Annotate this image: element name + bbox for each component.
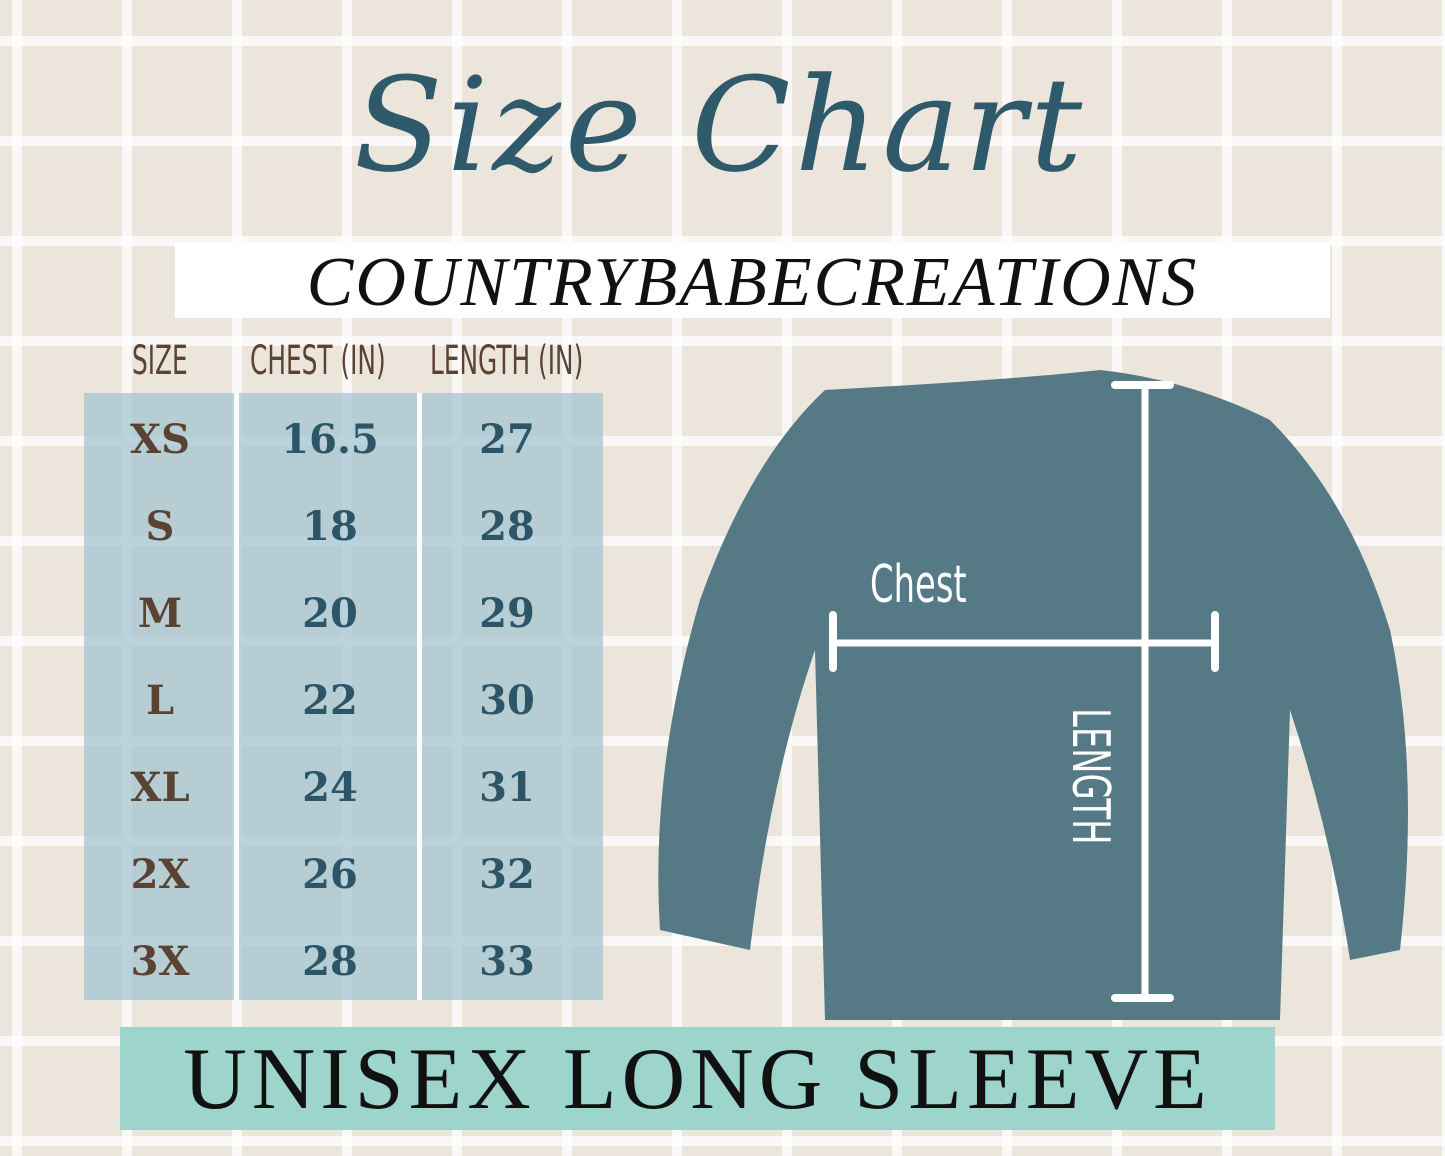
cell-length: 27 <box>479 416 535 463</box>
cell-chest: 22 <box>302 677 358 724</box>
cell-length: 33 <box>479 938 535 985</box>
cell-size: S <box>145 503 175 550</box>
cell-chest: 26 <box>302 851 358 898</box>
cell-size: M <box>137 590 183 637</box>
cell-length: 30 <box>479 677 535 724</box>
cell-chest: 28 <box>302 938 358 985</box>
cell-chest: 16.5 <box>281 416 379 463</box>
chest-label: Chest <box>870 555 967 615</box>
long-sleeve-shirt <box>658 370 1408 1020</box>
length-label: LENGTH <box>1060 708 1120 845</box>
cell-length: 29 <box>479 590 535 637</box>
header-size: SIZE <box>132 338 188 384</box>
cell-length: 28 <box>479 503 535 550</box>
cell-size: 2X <box>130 851 190 898</box>
cell-chest: 18 <box>302 503 358 550</box>
footer-banner: UNISEX LONG SLEEVE <box>120 1027 1275 1130</box>
shirt-diagram <box>658 370 1408 1020</box>
size-table <box>84 393 603 1000</box>
page-title: Size Chart <box>353 49 1087 201</box>
cell-length: 32 <box>479 851 535 898</box>
cell-length: 31 <box>479 764 535 811</box>
cell-chest: 24 <box>302 764 358 811</box>
cell-size: XS <box>130 416 190 463</box>
column-divider <box>234 393 239 1000</box>
column-divider <box>417 393 422 1000</box>
cell-size: L <box>145 677 175 724</box>
cell-size: XL <box>130 764 190 811</box>
header-length: LENGTH (IN) <box>430 338 584 384</box>
header-chest: CHEST (IN) <box>250 338 386 384</box>
cell-size: 3X <box>130 938 190 985</box>
cell-chest: 20 <box>302 590 358 637</box>
brand-banner: COUNTRYBABECREATIONS <box>175 243 1330 321</box>
